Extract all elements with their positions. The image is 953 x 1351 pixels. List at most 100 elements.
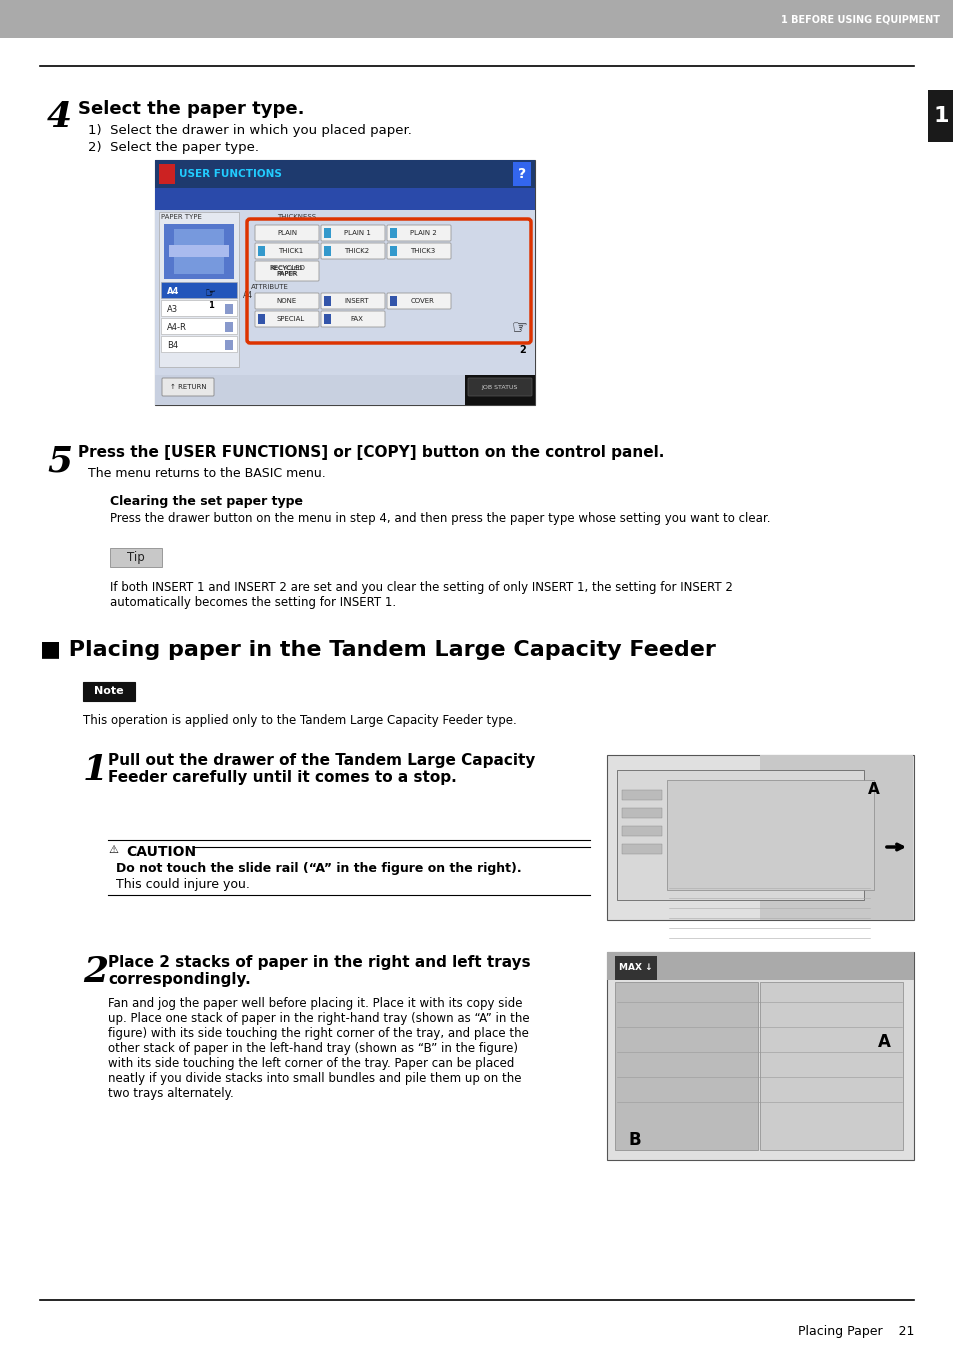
- Text: A: A: [867, 782, 879, 797]
- Bar: [161, 317, 236, 334]
- FancyBboxPatch shape: [162, 378, 213, 396]
- Text: ■ Placing paper in the Tandem Large Capacity Feeder: ■ Placing paper in the Tandem Large Capa…: [40, 640, 715, 661]
- FancyBboxPatch shape: [468, 378, 532, 396]
- Text: INSERT: INSERT: [344, 299, 369, 304]
- Text: 1)  Select the drawer in which you placed paper.: 1) Select the drawer in which you placed…: [88, 124, 412, 136]
- Text: This could injure you.: This could injure you.: [116, 878, 250, 892]
- Text: Fan and jog the paper well before placing it. Place it with its copy side
up. Pl: Fan and jog the paper well before placin…: [108, 997, 529, 1100]
- Bar: [164, 224, 233, 280]
- FancyBboxPatch shape: [254, 311, 318, 327]
- Text: A4: A4: [167, 286, 179, 296]
- Text: Do not touch the slide rail (“A” in the figure on the right).: Do not touch the slide rail (“A” in the …: [116, 862, 521, 875]
- Bar: [161, 282, 236, 299]
- Bar: [606, 952, 913, 979]
- Text: A: A: [877, 1034, 889, 1051]
- Text: ATTRIBUTE: ATTRIBUTE: [251, 284, 289, 290]
- Bar: [606, 952, 913, 1161]
- Bar: [154, 159, 535, 188]
- Text: ↑ RETURN: ↑ RETURN: [170, 384, 206, 390]
- Text: THICK2: THICK2: [344, 249, 369, 254]
- Text: A4: A4: [243, 290, 253, 300]
- Text: 1: 1: [208, 300, 213, 309]
- Text: 4: 4: [47, 100, 72, 134]
- Text: Press the drawer button on the menu in step 4, and then press the paper type who: Press the drawer button on the menu in s…: [110, 512, 770, 526]
- Bar: [617, 770, 863, 900]
- Bar: [324, 296, 331, 305]
- Bar: [154, 209, 535, 376]
- Bar: [173, 230, 224, 274]
- Bar: [154, 159, 535, 405]
- Bar: [464, 376, 535, 405]
- Text: CAUTION: CAUTION: [126, 844, 196, 859]
- FancyBboxPatch shape: [320, 293, 385, 309]
- Text: THICK3: THICK3: [410, 249, 436, 254]
- Text: THICKNESS: THICKNESS: [276, 213, 315, 220]
- Bar: [225, 322, 233, 332]
- Text: PAPER TYPE: PAPER TYPE: [161, 213, 202, 220]
- FancyBboxPatch shape: [320, 311, 385, 327]
- Text: NONE: NONE: [276, 299, 296, 304]
- Text: ☞: ☞: [205, 288, 216, 300]
- FancyBboxPatch shape: [387, 243, 451, 259]
- Bar: [760, 755, 912, 920]
- Text: JOB STATUS: JOB STATUS: [481, 385, 517, 389]
- FancyBboxPatch shape: [320, 226, 385, 240]
- Bar: [0, 0, 953, 38]
- Text: PLAIN 1: PLAIN 1: [343, 230, 370, 236]
- Text: RECYCLED
PAPER: RECYCLED PAPER: [269, 265, 305, 277]
- Text: Select the paper type.: Select the paper type.: [78, 100, 304, 118]
- Text: 1: 1: [932, 105, 947, 126]
- Text: Press the [USER FUNCTIONS] or [COPY] button on the control panel.: Press the [USER FUNCTIONS] or [COPY] but…: [78, 444, 663, 459]
- FancyBboxPatch shape: [320, 243, 385, 259]
- Bar: [615, 957, 657, 979]
- Bar: [154, 376, 535, 405]
- Text: A4-R: A4-R: [167, 323, 187, 331]
- Text: FAX: FAX: [350, 316, 363, 322]
- Text: A3: A3: [167, 304, 178, 313]
- Bar: [621, 790, 661, 800]
- Text: USER FUNCTIONS: USER FUNCTIONS: [179, 169, 281, 178]
- Text: This operation is applied only to the Tandem Large Capacity Feeder type.: This operation is applied only to the Ta…: [83, 713, 517, 727]
- Text: ?: ?: [517, 168, 525, 181]
- Bar: [257, 313, 265, 324]
- Text: 1: 1: [83, 753, 108, 788]
- Text: SPECIAL: SPECIAL: [276, 316, 305, 322]
- FancyBboxPatch shape: [254, 293, 318, 309]
- Text: 5: 5: [47, 444, 72, 480]
- Bar: [225, 340, 233, 350]
- Text: RECYCLED
PAPER: RECYCLED PAPER: [271, 266, 303, 277]
- Text: Pull out the drawer of the Tandem Large Capacity
Feeder carefully until it comes: Pull out the drawer of the Tandem Large …: [108, 753, 535, 785]
- Text: PLAIN: PLAIN: [276, 230, 296, 236]
- Bar: [257, 246, 265, 255]
- Text: B: B: [628, 1131, 640, 1148]
- Text: COVER: COVER: [411, 299, 435, 304]
- Text: PLAIN 2: PLAIN 2: [409, 230, 436, 236]
- Text: Place 2 stacks of paper in the right and left trays
correspondingly.: Place 2 stacks of paper in the right and…: [108, 955, 530, 988]
- Bar: [615, 982, 758, 1150]
- FancyBboxPatch shape: [254, 261, 318, 281]
- Bar: [760, 982, 902, 1150]
- Bar: [666, 780, 873, 890]
- Bar: [225, 304, 233, 313]
- Text: 2: 2: [519, 345, 526, 355]
- Text: Placing Paper    21: Placing Paper 21: [797, 1325, 913, 1339]
- Bar: [169, 245, 229, 257]
- Bar: [621, 808, 661, 817]
- Text: Tip: Tip: [127, 551, 145, 563]
- FancyBboxPatch shape: [254, 226, 318, 240]
- Bar: [161, 336, 236, 353]
- Bar: [390, 246, 396, 255]
- Text: THICK1: THICK1: [278, 249, 303, 254]
- Bar: [324, 228, 331, 238]
- Bar: [927, 91, 953, 142]
- Bar: [390, 296, 396, 305]
- Text: Clearing the set paper type: Clearing the set paper type: [110, 494, 303, 508]
- Bar: [390, 228, 396, 238]
- Bar: [324, 246, 331, 255]
- Bar: [83, 682, 135, 701]
- Text: 2: 2: [83, 955, 108, 989]
- Bar: [161, 300, 236, 316]
- Bar: [159, 212, 239, 367]
- Bar: [110, 549, 162, 567]
- Text: If both INSERT 1 and INSERT 2 are set and you clear the setting of only INSERT 1: If both INSERT 1 and INSERT 2 are set an…: [110, 581, 732, 609]
